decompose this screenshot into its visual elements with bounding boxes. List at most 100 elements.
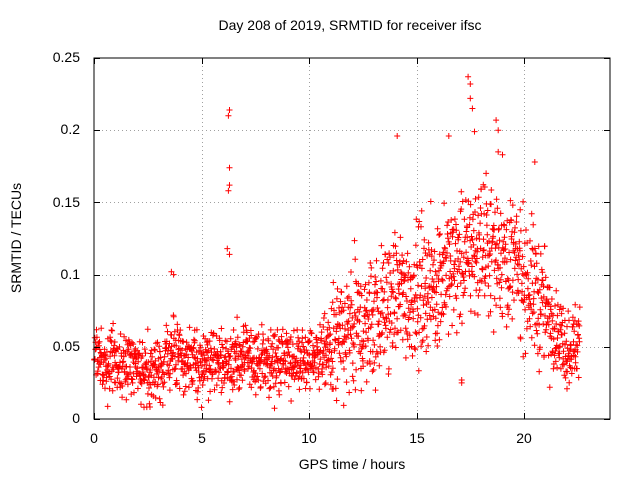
- data-point: [458, 188, 465, 195]
- data-point: [155, 374, 162, 381]
- data-point: [293, 355, 300, 362]
- data-point: [179, 347, 185, 354]
- data-point: [459, 320, 465, 327]
- data-point: [221, 380, 227, 386]
- data-point: [106, 385, 113, 392]
- data-point: [411, 298, 418, 305]
- data-point: [180, 338, 187, 345]
- data-point: [556, 350, 563, 357]
- data-point: [219, 384, 226, 391]
- data-point: [469, 263, 475, 270]
- data-point: [441, 200, 448, 207]
- plot-frame: [93, 57, 611, 420]
- data-point: [389, 288, 396, 295]
- data-point: [481, 292, 488, 299]
- data-point: [236, 384, 243, 391]
- data-point: [576, 322, 583, 329]
- data-point: [119, 394, 126, 401]
- data-point: [530, 221, 537, 228]
- data-point: [569, 314, 576, 321]
- data-point: [156, 395, 163, 402]
- data-point: [110, 320, 117, 327]
- data-point: [564, 368, 571, 375]
- data-point: [109, 327, 116, 334]
- data-point: [136, 338, 143, 345]
- data-point: [558, 310, 565, 317]
- x-tick-label: 15: [409, 430, 425, 446]
- data-point: [418, 343, 425, 350]
- data-point: [390, 289, 397, 296]
- data-point: [436, 232, 443, 238]
- data-point: [265, 377, 271, 384]
- data-point: [511, 265, 518, 272]
- data-point: [305, 338, 312, 345]
- data-point: [535, 290, 542, 296]
- data-point: [234, 314, 241, 321]
- data-point: [190, 336, 197, 343]
- data-point: [494, 240, 500, 247]
- data-point: [142, 350, 149, 357]
- data-point: [306, 351, 313, 358]
- data-point: [536, 368, 543, 375]
- data-point: [182, 383, 189, 390]
- data-point: [183, 370, 189, 377]
- data-point: [348, 269, 354, 275]
- data-point: [512, 257, 519, 264]
- data-point: [329, 299, 336, 306]
- data-point: [367, 260, 374, 266]
- data-point: [343, 353, 350, 360]
- data-point: [360, 328, 367, 335]
- data-point: [509, 202, 516, 209]
- x-tick-label: 10: [301, 430, 317, 446]
- data-point: [450, 273, 457, 280]
- data-point: [271, 405, 278, 412]
- data-point: [501, 222, 508, 229]
- data-point: [335, 341, 342, 348]
- data-point: [452, 240, 459, 247]
- data-point: [166, 374, 173, 381]
- data-point: [266, 394, 272, 401]
- data-point: [366, 289, 373, 296]
- data-point: [561, 330, 568, 337]
- data-point: [147, 367, 154, 373]
- data-point: [201, 373, 208, 380]
- data-point: [406, 332, 413, 339]
- data-point: [387, 310, 394, 317]
- data-point: [526, 291, 533, 298]
- data-point: [410, 308, 417, 315]
- data-point: [108, 327, 115, 334]
- data-point: [471, 273, 478, 280]
- data-point: [339, 304, 346, 311]
- data-point: [117, 331, 124, 337]
- data-point: [493, 302, 500, 309]
- data-point: [329, 358, 336, 365]
- data-point: [303, 347, 310, 354]
- data-point: [492, 241, 499, 248]
- data-point: [127, 364, 133, 370]
- data-point: [244, 338, 251, 345]
- data-point: [551, 352, 558, 359]
- data-point: [265, 337, 272, 344]
- data-point: [105, 360, 112, 367]
- data-point: [278, 333, 285, 340]
- data-point: [440, 249, 447, 256]
- data-point: [524, 269, 531, 276]
- data-point: [479, 266, 486, 273]
- data-point: [485, 283, 492, 289]
- data-point: [216, 369, 222, 376]
- data-point: [339, 322, 346, 329]
- data-point: [151, 346, 158, 353]
- data-point: [397, 301, 404, 308]
- data-point: [558, 322, 565, 329]
- data-point: [466, 272, 473, 279]
- data-point: [412, 242, 419, 249]
- data-point: [571, 328, 578, 335]
- data-point: [523, 325, 530, 332]
- data-point: [545, 321, 552, 328]
- data-point: [529, 310, 536, 317]
- data-point: [298, 348, 305, 355]
- data-point: [306, 337, 313, 344]
- data-point: [281, 379, 288, 386]
- data-point: [304, 366, 311, 373]
- data-point: [516, 261, 522, 268]
